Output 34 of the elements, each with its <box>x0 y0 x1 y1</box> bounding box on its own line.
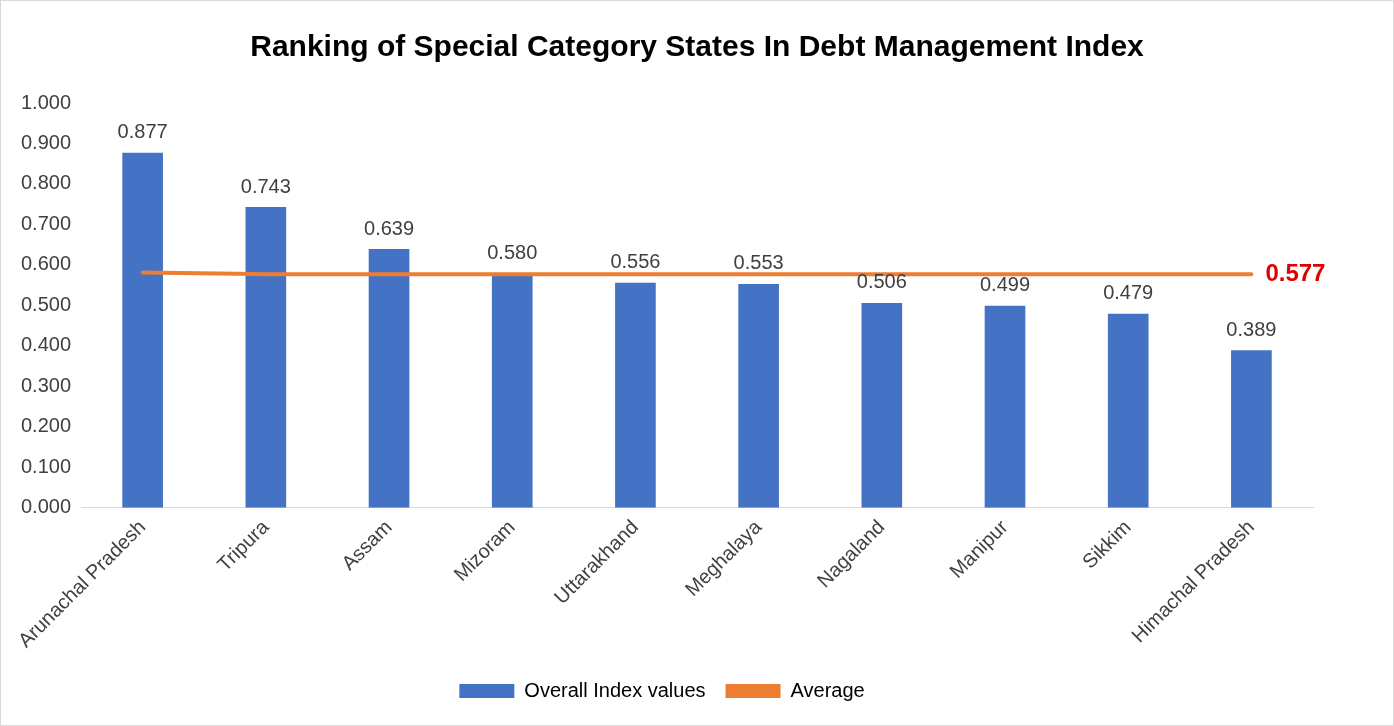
data-label: 0.389 <box>1226 317 1277 340</box>
y-tick-label: 0.700 <box>20 211 72 234</box>
bar <box>122 152 163 508</box>
data-label: 0.639 <box>364 216 415 239</box>
y-tick-label: 0.900 <box>20 130 72 153</box>
data-label: 0.506 <box>856 270 907 293</box>
y-tick-label: 0.300 <box>20 373 72 396</box>
bar <box>368 249 410 508</box>
legend-label: Average <box>790 678 865 701</box>
bar <box>615 282 656 508</box>
y-tick-label: 0.000 <box>20 495 72 518</box>
data-label: 0.743 <box>240 174 291 197</box>
bar <box>861 302 903 508</box>
chart-title: Ranking of Special Category States In Debt Management Index <box>249 29 1145 63</box>
bar <box>738 283 779 508</box>
y-tick-label: 0.200 <box>20 414 72 437</box>
data-label: 0.553 <box>733 251 784 274</box>
y-tick-label: 0.500 <box>20 292 72 315</box>
bar <box>245 207 287 508</box>
y-tick-label: 0.600 <box>20 252 72 275</box>
data-label: 0.479 <box>1103 281 1154 304</box>
y-tick-label: 1.000 <box>20 90 72 113</box>
y-tick-label: 0.100 <box>20 454 72 477</box>
y-tick-label: 0.800 <box>20 171 72 194</box>
data-label: 0.577 <box>1265 258 1326 286</box>
legend-label: Overall Index values <box>524 678 706 701</box>
data-label: 0.499 <box>979 273 1031 296</box>
bar <box>984 305 1026 508</box>
y-tick-label: 0.400 <box>20 333 72 356</box>
bar <box>1107 313 1149 508</box>
bar <box>1231 350 1272 508</box>
data-label: 0.580 <box>487 240 538 263</box>
data-label: 0.556 <box>610 250 661 273</box>
data-label: 0.877 <box>117 120 168 143</box>
